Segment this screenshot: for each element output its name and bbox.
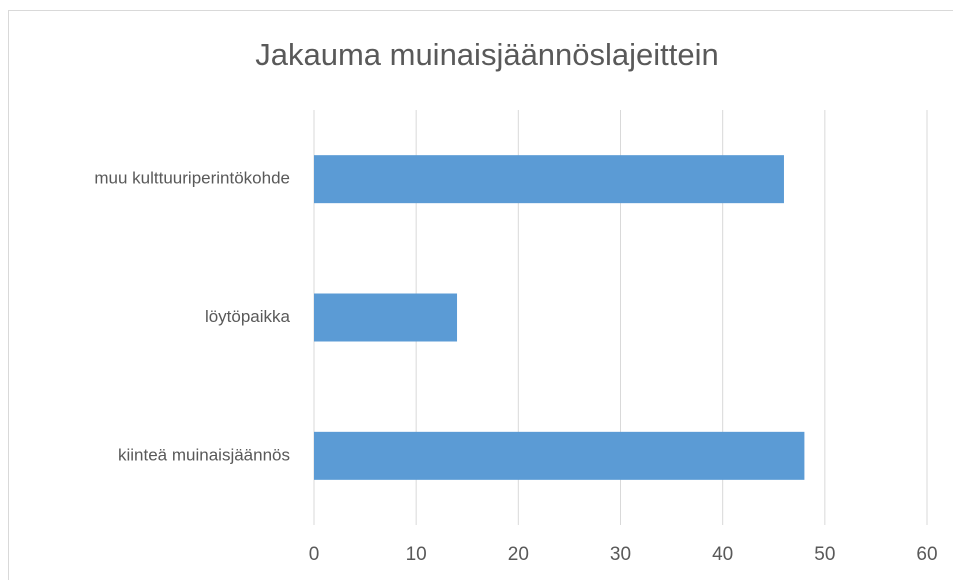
x-tick-label: 0 xyxy=(309,544,320,565)
x-tick-label: 50 xyxy=(814,544,835,565)
bar xyxy=(314,293,458,342)
bar xyxy=(314,431,805,480)
y-tick-label: löytöpaikka xyxy=(205,307,291,326)
chart-title: Jakauma muinaisjäännöslajeittein xyxy=(255,37,719,72)
x-tick-label: 40 xyxy=(712,544,733,565)
y-tick-label: muu kulttuuriperintökohde xyxy=(94,169,290,188)
x-tick-label: 20 xyxy=(508,544,529,565)
y-tick-label: kiinteä muinaisjäännös xyxy=(118,445,290,464)
x-tick-label: 10 xyxy=(406,544,427,565)
x-tick-label: 30 xyxy=(610,544,631,565)
x-tick-label: 60 xyxy=(916,544,937,565)
chart-border xyxy=(8,10,953,580)
bar xyxy=(314,155,784,204)
